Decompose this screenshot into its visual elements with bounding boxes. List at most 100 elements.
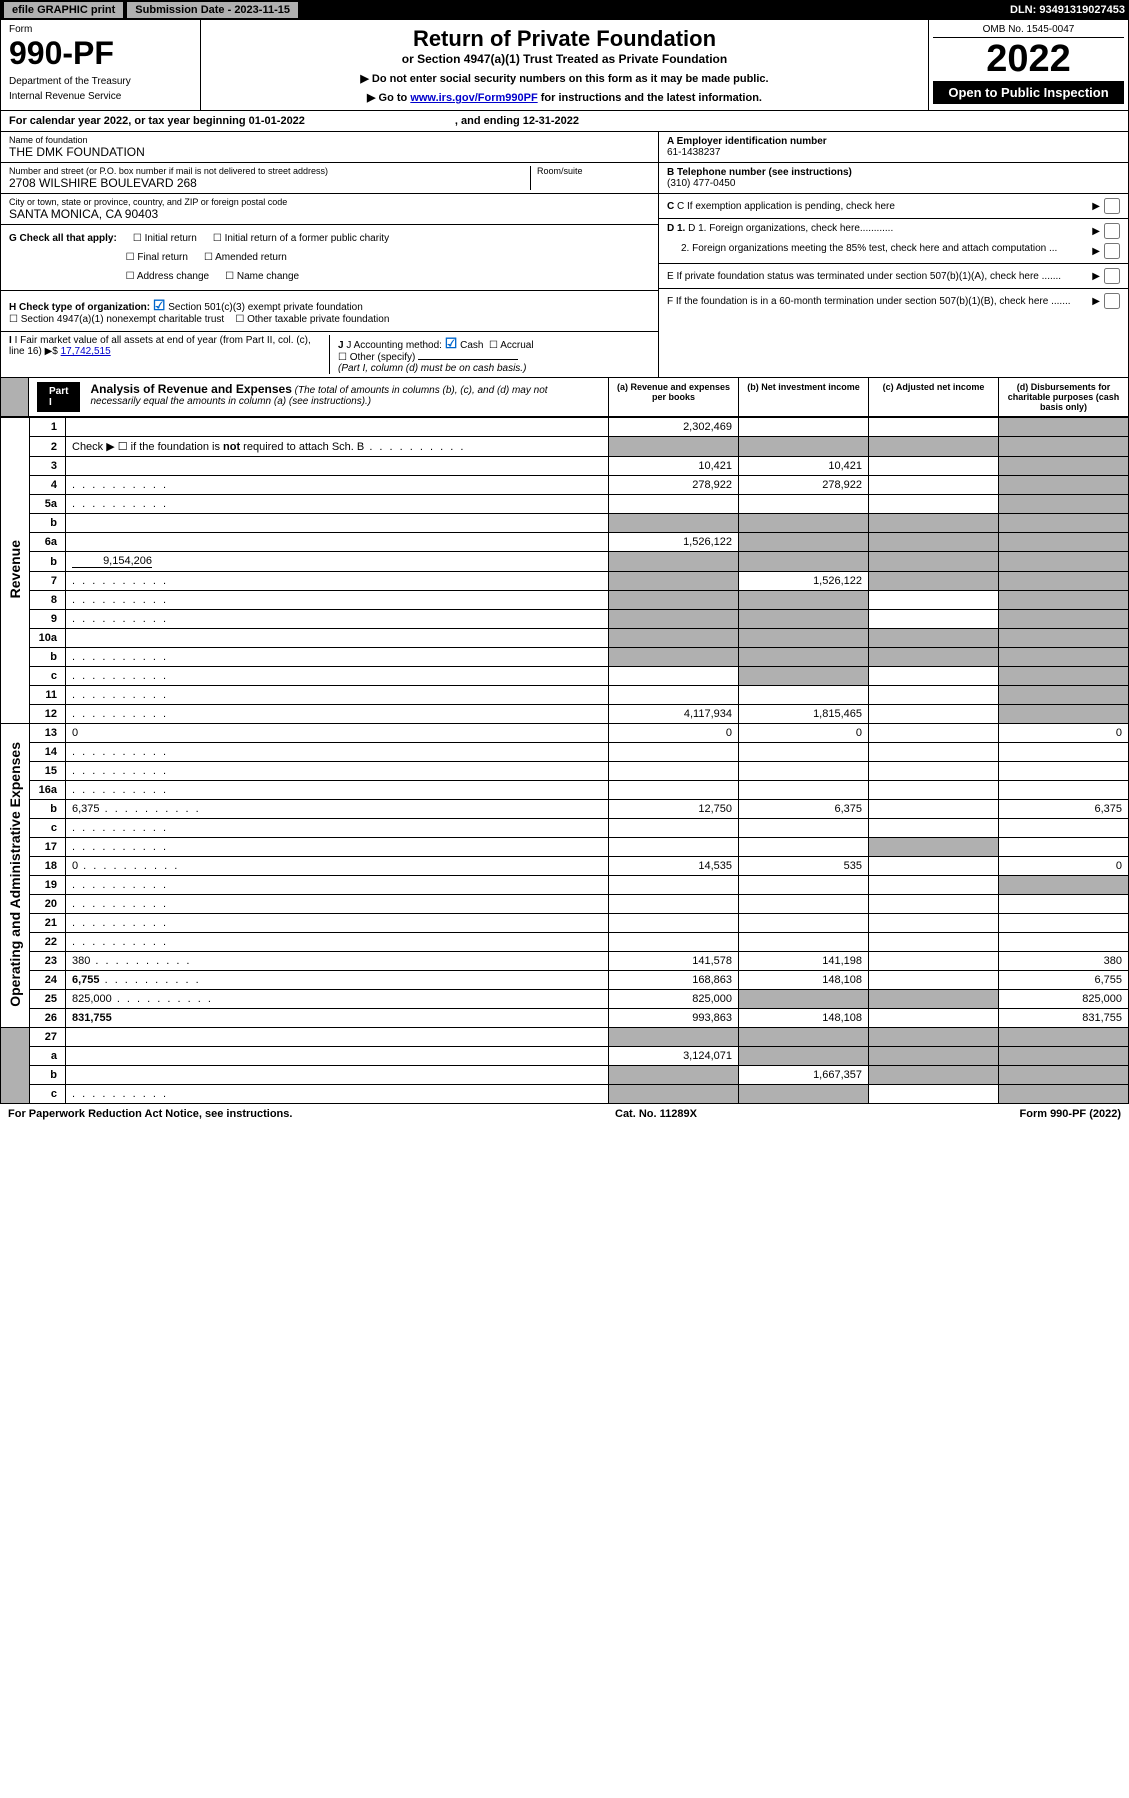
amt-c <box>869 857 999 876</box>
amt-c <box>869 686 999 705</box>
row-number: b <box>30 514 66 533</box>
g-opt-2[interactable]: ☐ Address change <box>126 271 209 282</box>
g-opt-4[interactable]: ☐ Amended return <box>204 252 287 263</box>
amt-c <box>869 667 999 686</box>
amt-b: 278,922 <box>739 476 869 495</box>
amt-b: 1,667,357 <box>739 1066 869 1085</box>
d1-checkbox[interactable] <box>1104 223 1120 239</box>
revenue-label: Revenue <box>1 418 30 724</box>
table-row: a3,124,071 <box>1 1047 1129 1066</box>
row-desc <box>66 762 609 781</box>
f-checkbox[interactable] <box>1104 293 1120 309</box>
amt-c <box>869 533 999 552</box>
row-number: b <box>30 1066 66 1085</box>
row-number: 21 <box>30 914 66 933</box>
amt-d: 0 <box>999 724 1129 743</box>
tel-cell: B Telephone number (see instructions) (3… <box>659 163 1128 194</box>
amt-c <box>869 418 999 437</box>
g-opt-0[interactable]: ☐ Initial return <box>133 233 197 244</box>
table-row: b 9,154,206 <box>1 552 1129 572</box>
amt-d <box>999 1066 1129 1085</box>
d2-checkbox[interactable] <box>1104 243 1120 259</box>
g-opt-5[interactable]: ☐ Name change <box>225 271 299 282</box>
amt-a: 0 <box>609 724 739 743</box>
entity-info: Name of foundation THE DMK FOUNDATION Nu… <box>0 132 1129 378</box>
amt-c <box>869 990 999 1009</box>
h-check-row: H Check type of organization: ☑ Section … <box>1 291 658 332</box>
row-number: 24 <box>30 971 66 990</box>
table-row: 8 <box>1 591 1129 610</box>
submission-date: Submission Date - 2023-11-15 <box>127 2 298 18</box>
irs-label: Internal Revenue Service <box>9 91 192 102</box>
e-checkbox[interactable] <box>1104 268 1120 284</box>
irs-link[interactable]: www.irs.gov/Form990PF <box>410 92 537 104</box>
table-row: 18014,5355350 <box>1 857 1129 876</box>
row-desc <box>66 418 609 437</box>
cal-end: , and ending 12-31-2022 <box>455 115 579 127</box>
amt-d: 6,755 <box>999 971 1129 990</box>
amt-c <box>869 705 999 724</box>
row-number: 15 <box>30 762 66 781</box>
row-desc: 0 <box>66 724 609 743</box>
g-opt-3[interactable]: ☐ Initial return of a former public char… <box>213 233 389 244</box>
amt-b: 148,108 <box>739 971 869 990</box>
efile-label: efile GRAPHIC print <box>4 2 123 18</box>
amt-b <box>739 667 869 686</box>
row-number: 17 <box>30 838 66 857</box>
amt-b <box>739 514 869 533</box>
table-row: 27 <box>1 1028 1129 1047</box>
table-row: 21 <box>1 914 1129 933</box>
amt-a: 12,750 <box>609 800 739 819</box>
amt-a <box>609 1085 739 1104</box>
form-note2: ▶ Go to www.irs.gov/Form990PF for instru… <box>213 91 916 104</box>
h-opt-2[interactable]: ☐ Section 4947(a)(1) nonexempt charitabl… <box>9 314 224 325</box>
table-row: c <box>1 819 1129 838</box>
row-number: 18 <box>30 857 66 876</box>
amt-d <box>999 933 1129 952</box>
table-row: 17 <box>1 838 1129 857</box>
amt-c <box>869 437 999 457</box>
amt-c <box>869 552 999 572</box>
amt-a <box>609 743 739 762</box>
row-desc <box>66 1047 609 1066</box>
row-desc <box>66 705 609 724</box>
expenses-label: Operating and Administrative Expenses <box>1 724 30 1028</box>
amt-c <box>869 933 999 952</box>
amt-b <box>739 648 869 667</box>
amt-c <box>869 876 999 895</box>
row-desc <box>66 533 609 552</box>
row-desc <box>66 591 609 610</box>
amt-a: 1,526,122 <box>609 533 739 552</box>
amt-c <box>869 1085 999 1104</box>
row-number: 4 <box>30 476 66 495</box>
table-row: b <box>1 514 1129 533</box>
amt-d <box>999 514 1129 533</box>
amt-d <box>999 629 1129 648</box>
calendar-year-row: For calendar year 2022, or tax year begi… <box>0 111 1129 132</box>
row-number: 23 <box>30 952 66 971</box>
table-row: 2Check ▶ ☐ if the foundation is not requ… <box>1 437 1129 457</box>
amt-a: 14,535 <box>609 857 739 876</box>
footer-left: For Paperwork Reduction Act Notice, see … <box>8 1108 292 1120</box>
amt-a: 993,863 <box>609 1009 739 1028</box>
g-opt-1[interactable]: ☐ Final return <box>126 252 188 263</box>
amt-c <box>869 800 999 819</box>
amt-c <box>869 1066 999 1085</box>
amt-c <box>869 457 999 476</box>
amt-b <box>739 990 869 1009</box>
page-footer: For Paperwork Reduction Act Notice, see … <box>0 1104 1129 1124</box>
c-checkbox[interactable] <box>1104 198 1120 214</box>
amt-d <box>999 686 1129 705</box>
row-desc <box>66 1028 609 1047</box>
fmv-link[interactable]: 17,742,515 <box>61 346 111 357</box>
table-row: Revenue12,302,469 <box>1 418 1129 437</box>
amt-c <box>869 476 999 495</box>
table-row: 9 <box>1 610 1129 629</box>
name-cell: Name of foundation THE DMK FOUNDATION <box>1 132 658 163</box>
row-desc: Check ▶ ☐ if the foundation is not requi… <box>66 437 609 457</box>
row-desc <box>66 876 609 895</box>
h-opt-3[interactable]: ☐ Other taxable private foundation <box>235 314 389 325</box>
form-id-block: Form 990-PF Department of the Treasury I… <box>1 20 201 110</box>
row-number: 9 <box>30 610 66 629</box>
row-desc <box>66 648 609 667</box>
